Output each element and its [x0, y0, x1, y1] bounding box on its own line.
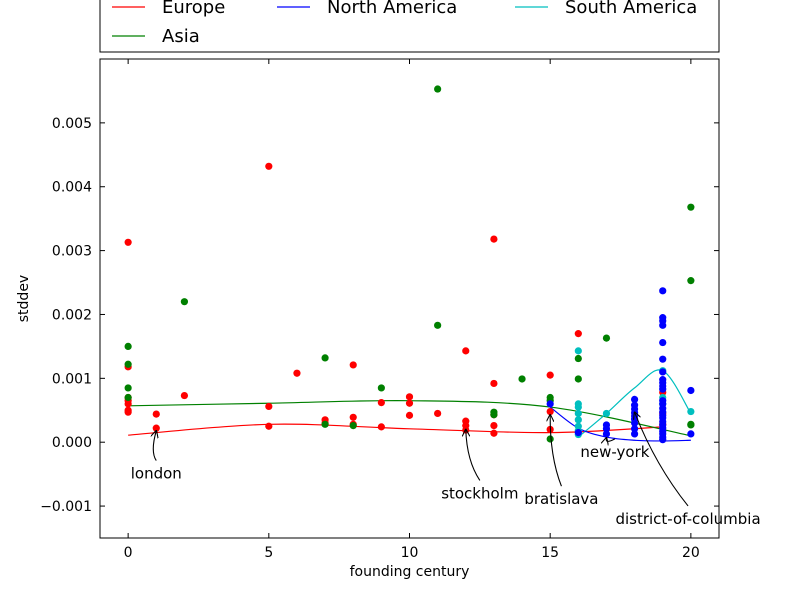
- point-europe: [293, 370, 300, 377]
- annotation-arrow: [550, 415, 561, 486]
- point-north-america: [659, 368, 666, 375]
- point-asia: [603, 334, 610, 341]
- legend-label-north-america: North America: [327, 0, 457, 18]
- point-europe: [350, 414, 357, 421]
- point-europe: [378, 423, 385, 430]
- point-north-america: [603, 430, 610, 437]
- point-europe: [350, 361, 357, 368]
- x-tick-label: 20: [682, 545, 700, 561]
- point-asia: [434, 322, 441, 329]
- point-north-america: [631, 430, 638, 437]
- point-north-america: [659, 386, 666, 393]
- point-europe: [406, 412, 413, 419]
- point-north-america: [659, 356, 666, 363]
- y-tick-label: 0.001: [52, 371, 92, 387]
- point-europe: [125, 400, 132, 407]
- point-asia: [575, 375, 582, 382]
- point-south-america: [575, 416, 582, 423]
- annotation-stockholm: stockholm: [441, 484, 518, 502]
- point-asia: [518, 375, 525, 382]
- point-asia: [378, 384, 385, 391]
- point-north-america: [547, 400, 554, 407]
- point-asia: [321, 421, 328, 428]
- y-tick-label: 0.002: [52, 307, 92, 323]
- legend-label-europe: Europe: [162, 0, 225, 18]
- plot-frame: [100, 59, 719, 538]
- curve-north-america: [550, 407, 691, 441]
- point-europe: [490, 236, 497, 243]
- point-europe: [265, 403, 272, 410]
- point-europe: [125, 239, 132, 246]
- point-north-america: [687, 387, 694, 394]
- point-north-america: [687, 430, 694, 437]
- annotation-arrow: [153, 431, 156, 461]
- legend-label-asia: Asia: [162, 26, 200, 47]
- point-europe: [547, 408, 554, 415]
- point-south-america: [603, 410, 610, 417]
- point-europe: [406, 393, 413, 400]
- point-europe: [490, 422, 497, 429]
- point-europe: [265, 423, 272, 430]
- point-asia: [125, 394, 132, 401]
- annotation-bratislava: bratislava: [524, 490, 598, 508]
- point-asia: [687, 421, 694, 428]
- point-asia: [547, 435, 554, 442]
- point-europe: [462, 347, 469, 354]
- point-asia: [321, 354, 328, 361]
- annotation-arrow: [466, 430, 480, 481]
- point-north-america: [659, 436, 666, 443]
- point-north-america: [659, 287, 666, 294]
- point-asia: [687, 204, 694, 211]
- point-asia: [575, 355, 582, 362]
- y-tick-label: 0.004: [52, 180, 92, 196]
- point-north-america: [575, 429, 582, 436]
- point-europe: [406, 400, 413, 407]
- point-south-america: [575, 410, 582, 417]
- point-europe: [181, 392, 188, 399]
- point-europe: [434, 410, 441, 417]
- x-tick-label: 10: [401, 545, 419, 561]
- y-tick-label: −0.001: [40, 499, 92, 515]
- point-asia: [125, 384, 132, 391]
- annotation-district-of-columbia: district-of-columbia: [615, 510, 760, 528]
- point-europe: [490, 380, 497, 387]
- x-tick-label: 0: [124, 545, 133, 561]
- point-europe: [575, 330, 582, 337]
- y-tick-label: 0.000: [52, 435, 92, 451]
- point-south-america: [687, 408, 694, 415]
- y-tick-label: 0.005: [52, 116, 92, 132]
- point-north-america: [659, 339, 666, 346]
- point-asia: [350, 422, 357, 429]
- point-south-america: [575, 347, 582, 354]
- point-asia: [490, 411, 497, 418]
- point-europe: [265, 163, 272, 170]
- point-south-america: [575, 403, 582, 410]
- point-asia: [181, 298, 188, 305]
- point-europe: [547, 372, 554, 379]
- point-europe: [490, 430, 497, 437]
- point-asia: [434, 85, 441, 92]
- x-tick-label: 5: [264, 545, 273, 561]
- annotation-new-york: new-york: [580, 443, 649, 461]
- annotation-london: london: [131, 465, 182, 483]
- x-axis-label: founding century: [350, 564, 470, 580]
- y-axis-label: stddev: [16, 275, 32, 322]
- point-north-america: [659, 322, 666, 329]
- point-asia: [687, 277, 694, 284]
- legend-label-south-america: South America: [565, 0, 697, 18]
- point-europe: [378, 399, 385, 406]
- point-asia: [125, 361, 132, 368]
- point-europe: [153, 410, 160, 417]
- point-europe: [125, 409, 132, 416]
- y-tick-label: 0.003: [52, 244, 92, 260]
- x-tick-label: 15: [541, 545, 559, 561]
- point-europe: [153, 425, 160, 432]
- point-asia: [125, 343, 132, 350]
